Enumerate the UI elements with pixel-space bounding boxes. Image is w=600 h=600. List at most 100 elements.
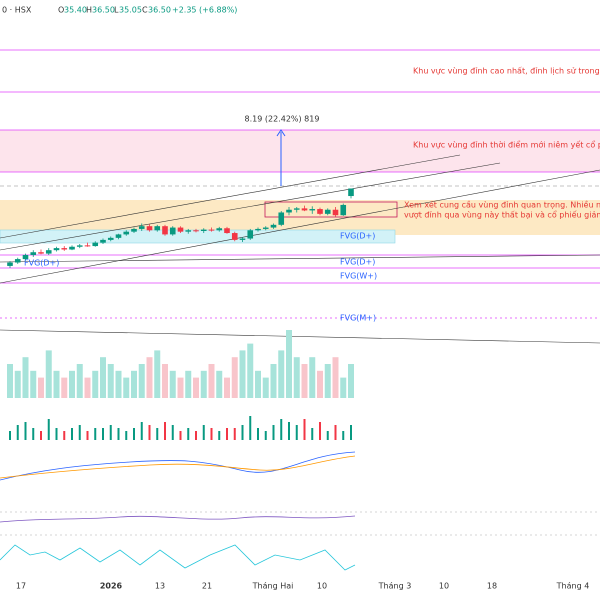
volume-bar	[332, 357, 339, 398]
momentum-bar	[164, 422, 166, 440]
volume-bar	[185, 370, 192, 398]
momentum-bar	[71, 428, 73, 440]
candle-body	[162, 226, 168, 235]
candle-body	[169, 227, 176, 235]
volume-bar	[255, 370, 261, 398]
x-label: 13	[155, 582, 165, 591]
momentum-bar	[40, 431, 42, 440]
x-label: Tháng Hai	[252, 582, 294, 591]
candle-body	[69, 246, 75, 250]
momentum-bar	[63, 431, 66, 440]
volume-bar	[38, 377, 44, 398]
momentum-bar	[334, 425, 337, 440]
candle-body	[262, 227, 269, 229]
value: 36.50	[92, 6, 115, 15]
fvg-label: FVG(M+)	[340, 314, 376, 323]
momentum-bar	[295, 425, 298, 440]
momentum-bar	[78, 425, 81, 440]
momentum-bar	[241, 425, 244, 440]
rsi-line	[0, 515, 356, 523]
volume-bar	[262, 377, 269, 398]
x-label: 10	[317, 582, 327, 591]
momentum-bar	[94, 428, 97, 440]
label: L	[114, 6, 119, 15]
momentum-bar	[9, 431, 11, 440]
volume-bar	[216, 370, 223, 398]
candle-body	[193, 230, 199, 232]
label: O	[58, 6, 64, 15]
volume-bar	[115, 370, 122, 398]
momentum-bar	[125, 431, 128, 440]
momentum-bar	[319, 422, 321, 440]
candle-body	[224, 228, 230, 234]
candle-body	[200, 229, 207, 231]
candle-body	[177, 227, 184, 232]
momentum-bar	[86, 431, 89, 440]
candle-body	[270, 224, 277, 228]
change: +2.35 (+6.88%)	[172, 6, 237, 15]
x-label: Tháng 4	[556, 582, 590, 591]
measure-label: 8.19 (22.42%) 819	[245, 115, 320, 124]
volume-bar	[301, 364, 308, 398]
volume-bar	[131, 370, 137, 398]
momentum-bar	[32, 428, 35, 440]
candle-body	[348, 188, 354, 197]
candle-body	[115, 234, 122, 238]
momentum-bar	[47, 419, 50, 440]
candle-body	[131, 228, 137, 232]
candle-body	[317, 209, 323, 214]
volume-bar	[69, 370, 75, 398]
momentum-bar	[24, 422, 27, 440]
candle-body	[293, 208, 300, 210]
candle-body	[255, 228, 261, 231]
volume-bar	[154, 350, 161, 398]
volume-bar	[146, 357, 153, 398]
volume-bar	[162, 364, 168, 398]
momentum-bar	[218, 431, 221, 440]
volume-bar	[92, 370, 99, 398]
momentum-bar	[55, 428, 58, 440]
candle-body	[92, 242, 99, 247]
volume-bar	[278, 350, 285, 398]
momentum-bar	[210, 428, 213, 440]
candle-body	[324, 209, 331, 214]
volume-bar	[293, 357, 300, 398]
candle-body	[286, 209, 292, 213]
value: 36.50	[148, 6, 171, 15]
momentum-bar	[326, 431, 329, 440]
candle-body	[7, 262, 13, 266]
candle-body	[208, 229, 215, 231]
volume-bar	[14, 370, 21, 398]
volume-bar	[270, 364, 277, 398]
volume-bar	[208, 364, 215, 398]
volume-bar	[30, 370, 37, 398]
note-box	[264, 201, 398, 218]
candle-body	[146, 226, 153, 231]
x-label: 10	[439, 582, 449, 591]
momentum-bar	[179, 431, 182, 440]
symbol: 0 · HSX	[2, 6, 32, 15]
momentum-bar	[311, 428, 314, 440]
momentum-bar	[350, 425, 352, 440]
volume-bar	[100, 357, 106, 398]
momentum-bar	[226, 428, 228, 440]
momentum-bar	[102, 428, 104, 440]
zone-lines	[0, 49, 600, 284]
volume-bar	[53, 370, 60, 398]
annotation: Xem xét cung cầu vùng đỉnh quan trọng. N…	[404, 200, 600, 210]
candle-body	[239, 238, 246, 240]
momentum-bar	[257, 428, 259, 440]
annotation: Khu vực vùng đỉnh cao nhất, đỉnh lịch sử…	[413, 66, 600, 77]
supply-zone	[0, 200, 600, 235]
candle-body	[84, 245, 91, 247]
volume-bar	[286, 330, 292, 398]
momentum-bar	[195, 431, 197, 440]
momentum-bar	[171, 425, 174, 440]
volume-bar	[169, 370, 176, 398]
volume-bar	[84, 377, 91, 398]
listing-zone	[0, 130, 600, 172]
trend-lines	[0, 154, 600, 344]
candle-body	[231, 233, 238, 240]
momentum-bar	[16, 425, 19, 440]
